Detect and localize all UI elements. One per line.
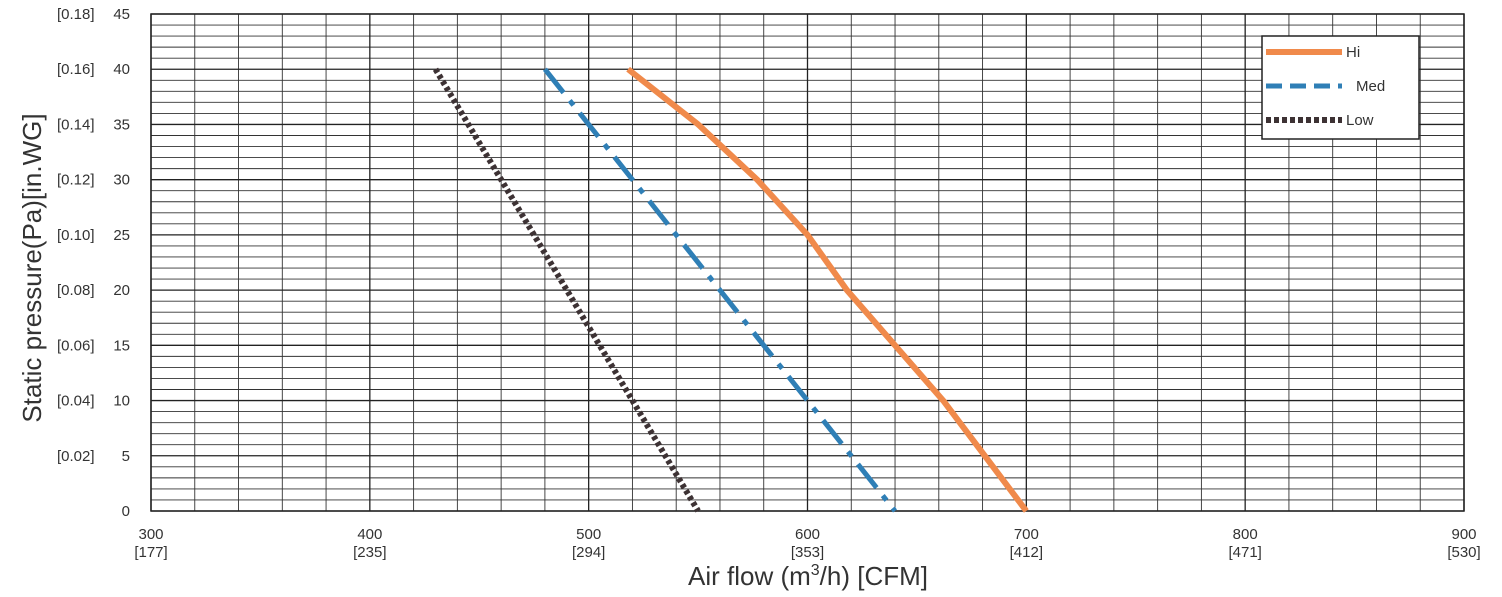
y-tick-label: 20 <box>113 282 130 299</box>
y-tick-label: 10 <box>113 393 130 410</box>
x-tick-label-cfm: [412] <box>1010 544 1043 561</box>
y-tick-label-inwg: [0.12] <box>57 172 95 189</box>
y-tick-label-inwg: [0.02] <box>57 448 95 465</box>
y-tick-label: 45 <box>113 6 130 23</box>
y-tick-label: 5 <box>122 448 130 465</box>
y-tick-label-inwg: [0.18] <box>57 6 95 23</box>
x-axis-tick-labels: 300[177] 400[235] 500[294] 600[353] 700[412]… <box>134 526 1480 561</box>
y-tick-label: 25 <box>113 227 130 244</box>
x-axis-title: Air flow (m3/h) [CFM] <box>688 561 928 591</box>
y-tick-label: 40 <box>113 61 130 78</box>
x-tick-label: 800 <box>1233 526 1258 543</box>
y-tick-label: 30 <box>113 172 130 189</box>
x-tick-label: 500 <box>576 526 601 543</box>
series-line-med <box>542 67 897 513</box>
x-tick-label-cfm: [471] <box>1228 544 1261 561</box>
x-tick-label-cfm: [177] <box>134 544 167 561</box>
y-axis-tick-labels: 0 5 [0.02] 10 [0.04] 15 [0.06] 20 [0.08] 25 [0.10]… <box>57 6 130 520</box>
x-tick-label-cfm: [530] <box>1447 544 1480 561</box>
series-lines <box>432 66 1029 513</box>
legend-items: Hi Med Low <box>1266 44 1385 129</box>
y-tick-label: 0 <box>122 503 130 520</box>
y-tick-label-inwg: [0.04] <box>57 393 95 410</box>
x-axis-title-main: Air flow (m <box>688 561 811 591</box>
y-axis-title: Static pressure(Pa)[in.WG] <box>17 113 47 422</box>
y-tick-label-inwg: [0.08] <box>57 282 95 299</box>
y-tick-label-inwg: [0.16] <box>57 61 95 78</box>
y-tick-label-inwg: [0.10] <box>57 227 95 244</box>
y-tick-label-inwg: [0.14] <box>57 116 95 133</box>
y-tick-label: 35 <box>113 116 130 133</box>
y-tick-label-inwg: [0.06] <box>57 337 95 354</box>
x-tick-label-cfm: [235] <box>353 544 386 561</box>
x-tick-label: 300 <box>138 526 163 543</box>
series-line-low <box>432 67 701 513</box>
legend-label-hi: Hi <box>1346 44 1360 61</box>
x-axis-title-superscript: 3 <box>811 562 820 579</box>
x-tick-label: 400 <box>357 526 382 543</box>
x-tick-label: 900 <box>1451 526 1476 543</box>
x-tick-label: 700 <box>1014 526 1039 543</box>
series-line-hi <box>626 66 1029 513</box>
x-tick-label: 600 <box>795 526 820 543</box>
legend-label-med: Med <box>1356 78 1385 95</box>
x-tick-label-cfm: [353] <box>791 544 824 561</box>
x-axis-title-rest: /h) [CFM] <box>820 561 928 591</box>
x-tick-label-cfm: [294] <box>572 544 605 561</box>
y-tick-label: 15 <box>113 337 130 354</box>
legend-label-low: Low <box>1346 112 1374 129</box>
legend: Hi Med Low <box>1261 35 1420 140</box>
plot-frame <box>150 13 1465 512</box>
